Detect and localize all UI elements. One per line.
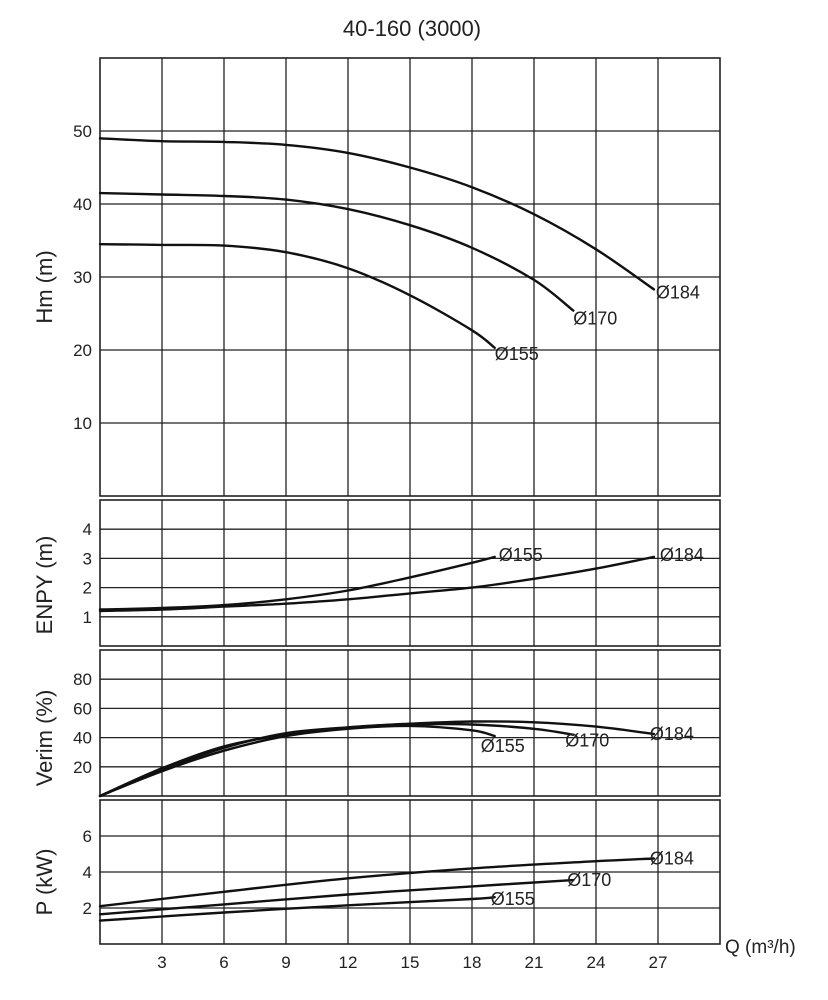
panel-head: 10 20 30 40 50 Hm (m) bbox=[32, 57, 721, 497]
curve-label-power-10: Ø155 bbox=[491, 889, 535, 909]
x-tick-label-9: 9 bbox=[281, 953, 290, 972]
y-axis-label-efficiency: Verim (%) bbox=[32, 690, 57, 787]
series-line-efficiency-2 bbox=[98, 720, 656, 798]
panel-efficiency: 20 40 60 80 Verim (%) bbox=[32, 649, 721, 798]
x-tick-label-24: 24 bbox=[587, 953, 606, 972]
x-tick-label-15: 15 bbox=[401, 953, 420, 972]
series-line-power-0 bbox=[98, 857, 656, 908]
y-axis-label-power: P (kW) bbox=[32, 849, 57, 916]
y-tick-label-npsh-1: 1 bbox=[83, 608, 92, 627]
curve-label-head-0: Ø184 bbox=[656, 282, 700, 302]
panel-npsh: 1 2 3 4 ENPY (m) bbox=[32, 499, 721, 647]
curve-label-efficiency-6: Ø170 bbox=[565, 731, 609, 751]
panel-frame-efficiency bbox=[99, 649, 721, 797]
panel-power: 2 4 6 P (kW) bbox=[32, 799, 721, 945]
y-tick-label-efficiency-20: 20 bbox=[73, 758, 92, 777]
y-axis-label-npsh: ENPY (m) bbox=[32, 536, 57, 635]
x-tick-label-3: 3 bbox=[157, 953, 166, 972]
series-line-efficiency-1 bbox=[98, 722, 575, 798]
y-tick-label-head-20: 20 bbox=[73, 341, 92, 360]
chart-title: 40-160 (3000) bbox=[343, 16, 481, 41]
curve-label-npsh-3: Ø155 bbox=[499, 545, 543, 565]
series-line-head-0 bbox=[98, 137, 656, 291]
curve-label-head-1: Ø170 bbox=[573, 309, 617, 329]
series-line-npsh-1 bbox=[98, 555, 656, 613]
panel-frame-power bbox=[99, 799, 721, 945]
y-tick-label-power-2: 2 bbox=[83, 899, 92, 918]
series-line-efficiency-0 bbox=[98, 724, 496, 798]
x-tick-label-12: 12 bbox=[339, 953, 358, 972]
curve-label-efficiency-5: Ø155 bbox=[481, 736, 525, 756]
series-line-head-2 bbox=[98, 243, 496, 349]
x-axis-label: Q (m³/h) bbox=[725, 937, 796, 958]
y-tick-label-npsh-4: 4 bbox=[83, 520, 92, 539]
x-tick-label-21: 21 bbox=[525, 953, 544, 972]
y-tick-label-efficiency-80: 80 bbox=[73, 670, 92, 689]
curve-label-power-8: Ø184 bbox=[650, 849, 694, 869]
curve-label-power-9: Ø170 bbox=[567, 870, 611, 890]
y-tick-label-power-4: 4 bbox=[83, 863, 92, 882]
series-line-head-1 bbox=[98, 191, 575, 312]
y-tick-label-head-30: 30 bbox=[73, 268, 92, 287]
y-tick-label-head-10: 10 bbox=[73, 414, 92, 433]
x-tick-label-27: 27 bbox=[649, 953, 668, 972]
curve-label-head-2: Ø155 bbox=[495, 344, 539, 364]
y-tick-label-npsh-3: 3 bbox=[83, 549, 92, 568]
y-tick-label-power-6: 6 bbox=[83, 827, 92, 846]
panel-frame-npsh bbox=[99, 499, 721, 647]
y-tick-label-npsh-2: 2 bbox=[83, 579, 92, 598]
panel-frame-head bbox=[99, 57, 721, 497]
series-line-npsh-0 bbox=[98, 555, 496, 611]
y-tick-label-head-50: 50 bbox=[73, 122, 92, 141]
y-axis-label-head: Hm (m) bbox=[32, 250, 57, 323]
series-line-power-2 bbox=[98, 896, 496, 922]
x-tick-label-6: 6 bbox=[219, 953, 228, 972]
x-tick-label-18: 18 bbox=[463, 953, 482, 972]
y-tick-label-efficiency-60: 60 bbox=[73, 699, 92, 718]
y-tick-label-head-40: 40 bbox=[73, 195, 92, 214]
series-line-power-1 bbox=[98, 878, 575, 916]
curve-label-npsh-4: Ø184 bbox=[660, 545, 704, 565]
curve-label-efficiency-7: Ø184 bbox=[650, 724, 694, 744]
y-tick-label-efficiency-40: 40 bbox=[73, 729, 92, 748]
